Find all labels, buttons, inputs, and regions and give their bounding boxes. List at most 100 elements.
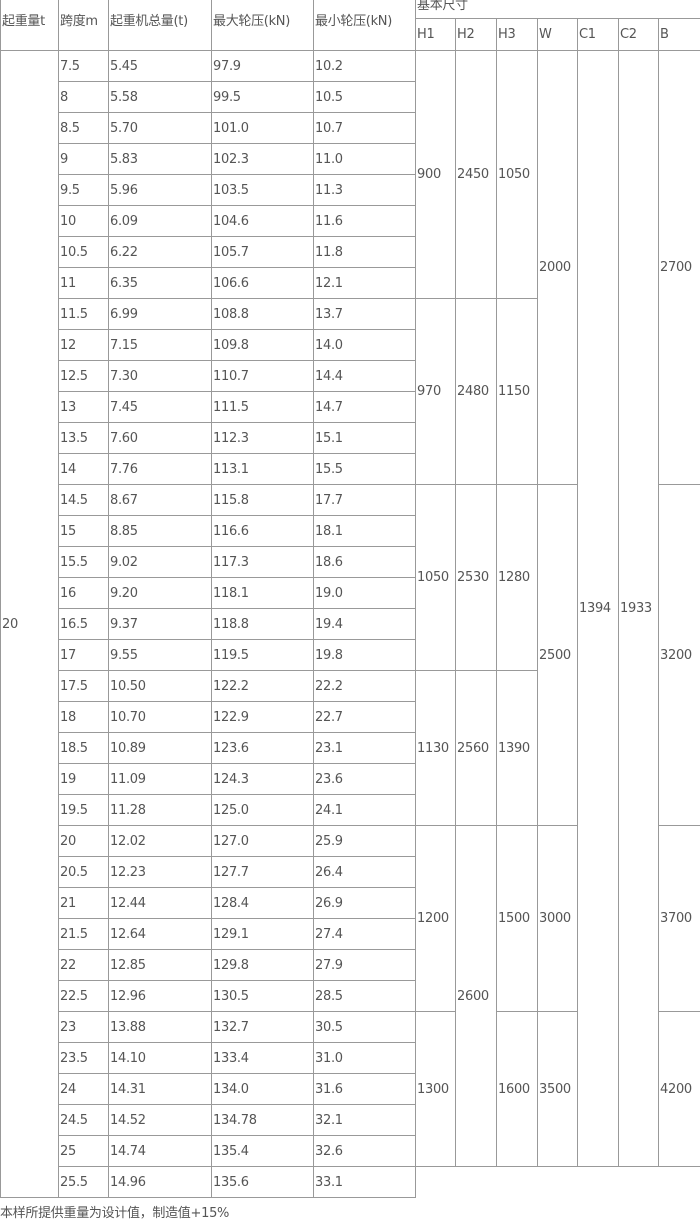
cell-max-wheel-load: 116.6 [211, 515, 314, 547]
table-row: 24.5 14.52 134.78 32.1 [1, 1104, 700, 1136]
table-row: 17.5 10.50 122.2 22.2 1130 2560 1390 [1, 670, 700, 826]
table-row: 24 14.31 134.0 31.6 [1, 1073, 700, 1105]
cell-max-wheel-load: 111.5 [211, 391, 314, 423]
cell-max-wheel-load: 135.4 [211, 1135, 314, 1167]
cell-total-weight: 8.85 [108, 515, 212, 547]
cell-min-wheel-load: 18.6 [313, 546, 416, 578]
cell-total-weight: 14.10 [108, 1042, 212, 1074]
cell-span: 14.5 [58, 484, 109, 516]
cell-min-wheel-load: 30.5 [313, 1011, 416, 1043]
cell-span: 8.5 [58, 112, 109, 144]
cell-span: 10.5 [58, 236, 109, 268]
cell-min-wheel-load: 22.2 [313, 670, 416, 702]
cell-total-weight: 7.60 [108, 422, 212, 454]
cell-total-weight: 10.50 [108, 670, 212, 702]
cell-span: 11 [58, 267, 109, 299]
cell-min-wheel-load: 32.6 [313, 1135, 416, 1167]
cell-min-wheel-load: 25.9 [313, 825, 416, 857]
table-row: 20 7.5 5.45 97.9 10.2 900 2450 1050 2000 1394 1933… [0, 50, 700, 1198]
cell-min-wheel-load: 23.6 [313, 763, 416, 795]
cell-max-wheel-load: 117.3 [211, 546, 314, 578]
cell-max-wheel-load: 110.7 [211, 360, 314, 392]
cell-dim-h1: 970 [415, 298, 456, 485]
table-row: 13 7.45 111.5 14.7 [1, 391, 700, 423]
cell-min-wheel-load: 17.7 [313, 484, 416, 516]
cell-min-wheel-load: 31.0 [313, 1042, 416, 1074]
cell-total-weight: 11.28 [108, 794, 212, 826]
cell-max-wheel-load: 127.7 [211, 856, 314, 888]
cell-min-wheel-load: 19.4 [313, 608, 416, 640]
cell-total-weight: 5.70 [108, 112, 212, 144]
table-row: 14.5 8.67 115.8 17.7 1050 2530 1280 2500 3200 [1, 484, 700, 826]
table-row: 20 12.02 127.0 25.9 1200 2600 1500 3000 3700 [1, 825, 700, 1167]
cell-span: 9 [58, 143, 109, 175]
cell-span: 13 [58, 391, 109, 423]
table-row: 23 13.88 132.7 30.5 1300 1600 3500 4200 [1, 1011, 700, 1167]
cell-span: 15.5 [58, 546, 109, 578]
cell-total-weight: 5.83 [108, 143, 212, 175]
cell-dim-h2: 2600 [455, 825, 497, 1167]
cell-max-wheel-load: 108.8 [211, 298, 314, 330]
cell-dim-h2: 2450 [455, 50, 497, 299]
cell-max-wheel-load: 115.8 [211, 484, 314, 516]
cell-max-wheel-load: 113.1 [211, 453, 314, 485]
cell-min-wheel-load: 15.5 [313, 453, 416, 485]
cell-min-wheel-load: 27.4 [313, 918, 416, 950]
table-row: 11.5 6.99 108.8 13.7 970 2480 1150 [1, 298, 700, 485]
cell-span: 21.5 [58, 918, 109, 950]
cell-max-wheel-load: 106.6 [211, 267, 314, 299]
cell-dim-h2: 2530 [455, 484, 497, 671]
cell-dim-w: 2000 [537, 50, 578, 485]
cell-span: 8 [58, 81, 109, 113]
cell-span: 23 [58, 1011, 109, 1043]
cell-dim-w: 3500 [537, 1011, 578, 1167]
cell-span: 16.5 [58, 608, 109, 640]
cell-dim-b: 2700 [657, 50, 700, 485]
cell-dim-w: 3000 [537, 825, 578, 1012]
table-row: 10.5 6.22 105.7 11.8 [1, 236, 700, 268]
cell-dim-h3: 1600 [496, 1011, 538, 1167]
cell-max-wheel-load: 112.3 [211, 422, 314, 454]
cell-span: 14 [58, 453, 109, 485]
cell-span: 21 [58, 887, 109, 919]
cell-max-wheel-load: 133.4 [211, 1042, 314, 1074]
cell-span: 9.5 [58, 174, 109, 206]
cell-max-wheel-load: 129.8 [211, 949, 314, 981]
header-min-wheel-load: 最小轮压(kN) [313, 0, 416, 51]
cell-total-weight: 11.09 [108, 763, 212, 795]
cell-span: 16 [58, 577, 109, 609]
cell-max-wheel-load: 128.4 [211, 887, 314, 919]
cell-span: 11.5 [58, 298, 109, 330]
cell-min-wheel-load: 19.8 [313, 639, 416, 671]
cell-min-wheel-load: 27.9 [313, 949, 416, 981]
cell-total-weight: 5.58 [108, 81, 212, 113]
cell-dim-h1: 1300 [415, 1011, 456, 1167]
header-dim-h3: H3 [496, 18, 538, 51]
cell-max-wheel-load: 134.78 [211, 1104, 314, 1136]
cell-min-wheel-load: 10.2 [313, 50, 416, 82]
table-row: 9 5.83 102.3 11.0 [1, 143, 700, 175]
header-total-weight: 起重机总量(t) [108, 0, 212, 51]
cell-max-wheel-load: 129.1 [211, 918, 314, 950]
cell-dim-h3: 1050 [496, 50, 538, 299]
cell-total-weight: 7.30 [108, 360, 212, 392]
cell-total-weight: 12.44 [108, 887, 212, 919]
cell-min-wheel-load: 26.4 [313, 856, 416, 888]
cell-min-wheel-load: 19.0 [313, 577, 416, 609]
cell-total-weight: 6.22 [108, 236, 212, 268]
cell-total-weight: 8.67 [108, 484, 212, 516]
cell-span: 24 [58, 1073, 109, 1105]
cell-max-wheel-load: 119.5 [211, 639, 314, 671]
cell-span: 17.5 [58, 670, 109, 702]
cell-max-wheel-load: 130.5 [211, 980, 314, 1012]
cell-dim-h1: 900 [415, 50, 456, 299]
crane-spec-table: 起重量t 跨度m 起重机总量(t) 最大轮压(kN) 最小轮压(kN) 基本尺寸… [0, 0, 700, 1198]
cell-min-wheel-load: 32.1 [313, 1104, 416, 1136]
cell-min-wheel-load: 11.8 [313, 236, 416, 268]
cell-dim-b: 4200 [657, 1011, 700, 1167]
cell-max-wheel-load: 118.1 [211, 577, 314, 609]
cell-max-wheel-load: 135.6 [211, 1166, 314, 1198]
cell-min-wheel-load: 23.1 [313, 732, 416, 764]
cell-total-weight: 9.37 [108, 608, 212, 640]
cell-span: 15 [58, 515, 109, 547]
